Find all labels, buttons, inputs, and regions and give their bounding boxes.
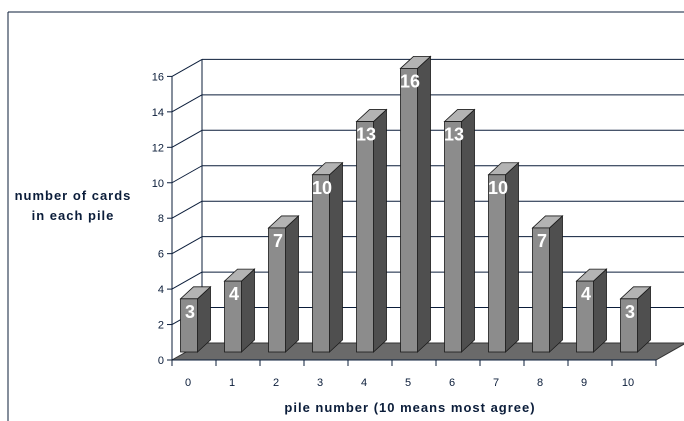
x-tick-label: 7 [493, 377, 499, 389]
y-axis-label: number of cards in each pile [14, 188, 132, 223]
bar [400, 68, 418, 353]
side-gridline [171, 236, 203, 255]
x-tick-label: 6 [449, 377, 455, 389]
x-tick-label: 10 [622, 377, 634, 389]
data-label: 16 [400, 71, 420, 91]
x-tick-label: 8 [537, 377, 543, 389]
data-label: 3 [185, 302, 195, 322]
bar [488, 174, 506, 353]
data-label: 7 [273, 231, 283, 251]
data-label: 3 [625, 302, 635, 322]
bar [620, 298, 638, 353]
side-gridline [171, 94, 203, 113]
bar [224, 280, 242, 353]
side-gridline [171, 58, 203, 77]
data-label: 13 [356, 125, 376, 145]
bar-side [461, 108, 475, 353]
side-gridline [171, 165, 203, 184]
side-gridline [171, 200, 203, 219]
bar [312, 174, 330, 353]
y-tick-label: 16 [152, 71, 164, 83]
x-tick-label: 9 [581, 377, 587, 389]
x-axis-label: pile number (10 means most agree) [284, 400, 536, 415]
bar-side [593, 268, 607, 353]
y-tick-label: 6 [158, 249, 164, 261]
data-label: 10 [312, 178, 332, 198]
y-tick-label: 0 [158, 355, 164, 367]
y-tick-label: 12 [152, 142, 164, 154]
bar-side [549, 215, 563, 353]
y-tick-label: 8 [158, 213, 164, 225]
bar [180, 298, 198, 353]
bar-side [241, 268, 255, 353]
y-tick-label: 4 [158, 284, 164, 296]
y-tick-label: 2 [158, 320, 164, 332]
data-label: 10 [488, 178, 508, 198]
x-tick-label: 0 [185, 377, 191, 389]
y-tick-label: 10 [152, 178, 164, 190]
side-gridline [171, 271, 203, 290]
bar-side [285, 215, 299, 353]
bar [356, 121, 374, 353]
x-tick-label: 1 [229, 377, 235, 389]
bar [532, 227, 550, 353]
bar [268, 227, 286, 353]
bar-side [373, 108, 387, 353]
bar [444, 121, 462, 353]
x-tick-label: 3 [317, 377, 323, 389]
x-tick-label: 5 [405, 377, 411, 389]
bar [576, 280, 594, 353]
data-label: 4 [229, 284, 239, 304]
data-label: 4 [581, 284, 591, 304]
data-label: 7 [537, 231, 547, 251]
x-tick-label: 2 [273, 377, 279, 389]
y-tick-label: 14 [152, 107, 164, 119]
side-gridline [171, 129, 203, 148]
bar-side [417, 55, 431, 353]
x-tick-label: 4 [361, 377, 367, 389]
data-label: 13 [444, 125, 464, 145]
